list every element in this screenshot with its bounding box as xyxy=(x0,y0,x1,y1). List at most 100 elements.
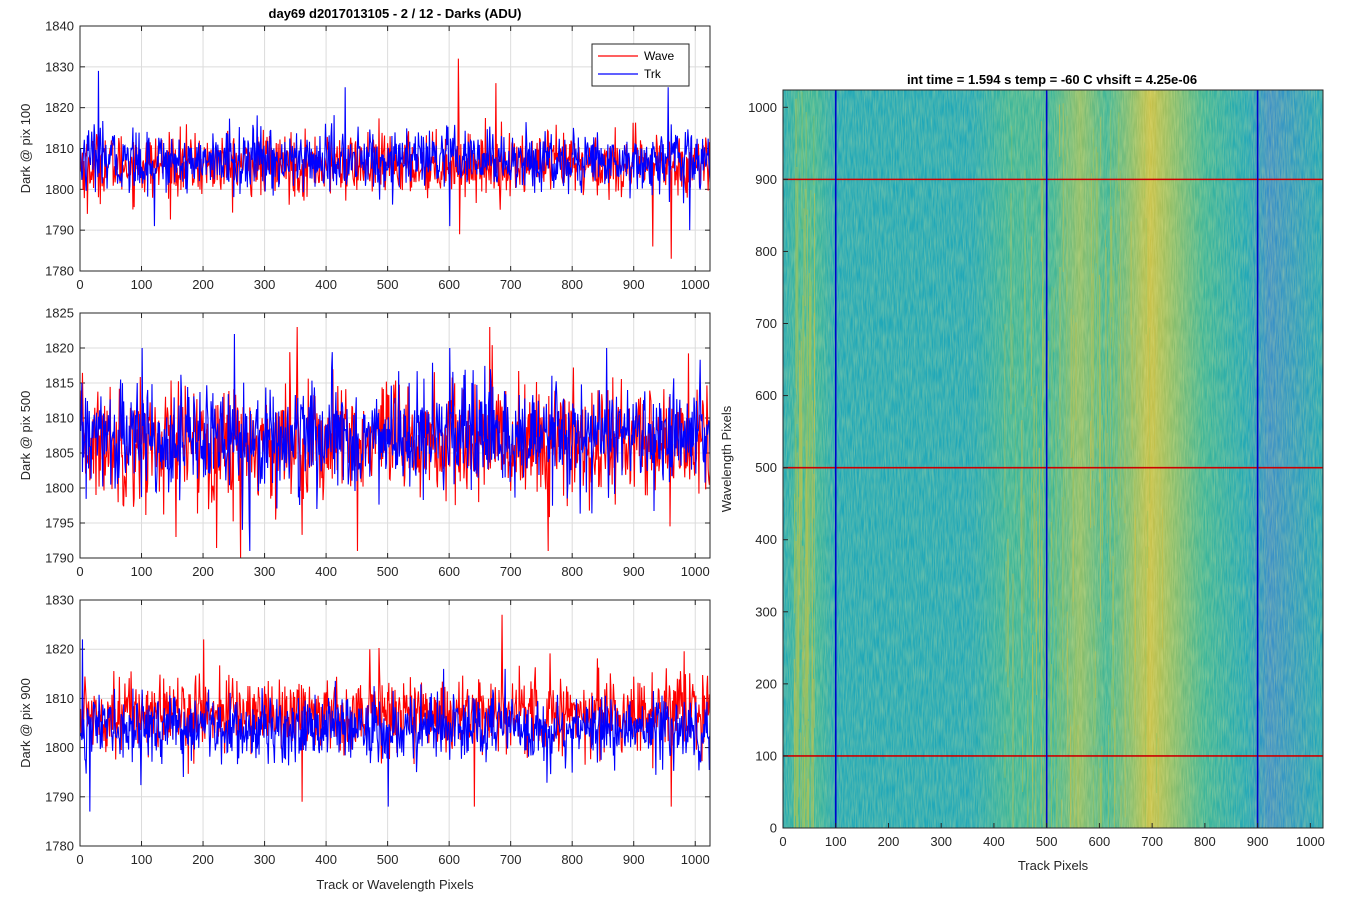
x-tick-label: 900 xyxy=(1247,834,1269,849)
series-line-trk xyxy=(80,639,710,812)
x-tick-label: 500 xyxy=(377,277,399,292)
axes-box xyxy=(782,89,1324,829)
x-axis-label: Track or Wavelength Pixels xyxy=(316,877,474,892)
x-tick-label: 0 xyxy=(779,834,786,849)
y-tick-label: 1840 xyxy=(45,19,74,34)
y-axis-label: Wavelength Pixels xyxy=(719,405,734,512)
x-axis-label: Track Pixels xyxy=(1018,858,1089,873)
x-tick-label: 200 xyxy=(192,564,214,579)
y-tick-label: 1810 xyxy=(45,141,74,156)
x-tick-label: 600 xyxy=(438,564,460,579)
x-tick-label: 300 xyxy=(254,564,276,579)
x-tick-label: 700 xyxy=(500,564,522,579)
series-line-trk xyxy=(80,333,710,552)
series-line-wave xyxy=(80,326,710,558)
heatmap-plot: 0 100 200 300 400 500 600 700 800 900 1000 0 100 200 3… xyxy=(719,89,1325,873)
y-tick-label: 0 xyxy=(770,821,777,836)
x-tick-label: 400 xyxy=(983,834,1005,849)
x-tick-label: 1000 xyxy=(1296,834,1325,849)
x-tick-label: 500 xyxy=(1036,834,1058,849)
x-tick-label: 800 xyxy=(561,852,583,867)
y-tick-label: 1805 xyxy=(45,446,74,461)
axes-box xyxy=(79,312,711,559)
x-tick-label: 1000 xyxy=(681,852,710,867)
legend-box xyxy=(591,43,690,87)
x-tick-label: 900 xyxy=(623,852,645,867)
x-tick-label: 700 xyxy=(500,852,522,867)
x-tick-label: 600 xyxy=(438,277,460,292)
x-tick-label: 300 xyxy=(930,834,952,849)
x-tick-label: 500 xyxy=(377,564,399,579)
y-tick-label: 1790 xyxy=(45,551,74,566)
y-tick-label: 300 xyxy=(755,604,777,619)
y-tick-label: 500 xyxy=(755,460,777,475)
legend-label-wave: Wave xyxy=(644,49,675,63)
axes-box xyxy=(79,599,711,847)
x-tick-label: 1000 xyxy=(681,277,710,292)
legend: Wave Trk xyxy=(591,43,690,87)
x-tick-label: 100 xyxy=(131,852,153,867)
y-tick-label: 1800 xyxy=(45,481,74,496)
y-tick-label: 1810 xyxy=(45,691,74,706)
x-tick-label: 800 xyxy=(561,564,583,579)
legend-label-trk: Trk xyxy=(644,67,662,81)
left-title: day69 d2017013105 - 2 / 12 - Darks (ADU) xyxy=(269,6,522,21)
x-tick-label: 300 xyxy=(254,277,276,292)
heatmap-streaks xyxy=(793,91,1163,828)
x-tick-label: 700 xyxy=(500,277,522,292)
x-tick-label: 100 xyxy=(825,834,847,849)
y-axis-label: Dark @ pix 100 xyxy=(18,104,33,194)
y-tick-label: 1780 xyxy=(45,839,74,854)
y-tick-label: 400 xyxy=(755,532,777,547)
series-line-trk xyxy=(80,70,710,231)
x-tick-label: 100 xyxy=(131,277,153,292)
y-tick-label: 100 xyxy=(755,748,777,763)
y-tick-label: 1820 xyxy=(45,642,74,657)
x-tick-label: 0 xyxy=(76,852,83,867)
y-tick-label: 1790 xyxy=(45,223,74,238)
y-tick-label: 1000 xyxy=(748,100,777,115)
x-tick-label: 900 xyxy=(623,564,645,579)
x-tick-label: 100 xyxy=(131,564,153,579)
x-tick-label: 900 xyxy=(623,277,645,292)
x-tick-label: 500 xyxy=(377,852,399,867)
y-tick-label: 1830 xyxy=(45,59,74,74)
y-tick-label: 900 xyxy=(755,172,777,187)
x-tick-label: 200 xyxy=(878,834,900,849)
y-tick-label: 1780 xyxy=(45,264,74,279)
y-tick-label: 700 xyxy=(755,316,777,331)
x-tick-label: 1000 xyxy=(681,564,710,579)
y-tick-label: 800 xyxy=(755,244,777,259)
line-plot-pix-900: 0 100 200 300 400 500 600 700 800 900 1000 1780 1790… xyxy=(18,593,711,892)
x-tick-label: 200 xyxy=(192,277,214,292)
y-tick-label: 1825 xyxy=(45,306,74,321)
y-tick-label: 1830 xyxy=(45,593,74,608)
y-axis-label: Dark @ pix 500 xyxy=(18,391,33,481)
y-tick-label: 200 xyxy=(755,676,777,691)
axes-box xyxy=(79,25,711,272)
y-tick-label: 1790 xyxy=(45,789,74,804)
x-tick-label: 300 xyxy=(254,852,276,867)
x-tick-label: 600 xyxy=(1089,834,1111,849)
x-tick-label: 600 xyxy=(438,852,460,867)
y-tick-label: 1820 xyxy=(45,341,74,356)
x-tick-label: 800 xyxy=(561,277,583,292)
y-tick-label: 1800 xyxy=(45,740,74,755)
x-tick-label: 700 xyxy=(1141,834,1163,849)
y-tick-label: 1800 xyxy=(45,182,74,197)
x-tick-label: 0 xyxy=(76,277,83,292)
line-plot-pix-500: 0 100 200 300 400 500 600 700 800 900 1000 1790 1795… xyxy=(18,306,711,579)
right-title: int time = 1.594 s temp = -60 C vhsift =… xyxy=(907,72,1197,87)
y-tick-label: 1820 xyxy=(45,100,74,115)
line-plot-pix-100: 0 100 200 300 400 500 600 700 800 900 1000 1780 1790… xyxy=(18,19,711,292)
y-tick-label: 1815 xyxy=(45,376,74,391)
y-axis-label: Dark @ pix 900 xyxy=(18,678,33,768)
heatmap-noise xyxy=(783,90,1323,828)
x-tick-label: 200 xyxy=(192,852,214,867)
x-tick-label: 400 xyxy=(315,852,337,867)
y-tick-label: 1810 xyxy=(45,411,74,426)
x-tick-label: 0 xyxy=(76,564,83,579)
x-tick-label: 400 xyxy=(315,277,337,292)
y-tick-label: 1795 xyxy=(45,516,74,531)
